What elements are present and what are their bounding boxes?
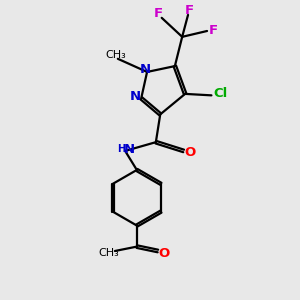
Text: Cl: Cl — [213, 87, 227, 101]
Text: F: F — [154, 7, 163, 20]
Text: N: N — [124, 143, 135, 156]
Text: N: N — [130, 90, 141, 103]
Text: N: N — [140, 62, 151, 76]
Text: O: O — [184, 146, 196, 159]
Text: O: O — [159, 247, 170, 260]
Text: CH₃: CH₃ — [98, 248, 119, 258]
Text: H: H — [117, 145, 125, 154]
Text: CH₃: CH₃ — [105, 50, 126, 60]
Text: F: F — [209, 25, 218, 38]
Text: F: F — [185, 4, 194, 17]
